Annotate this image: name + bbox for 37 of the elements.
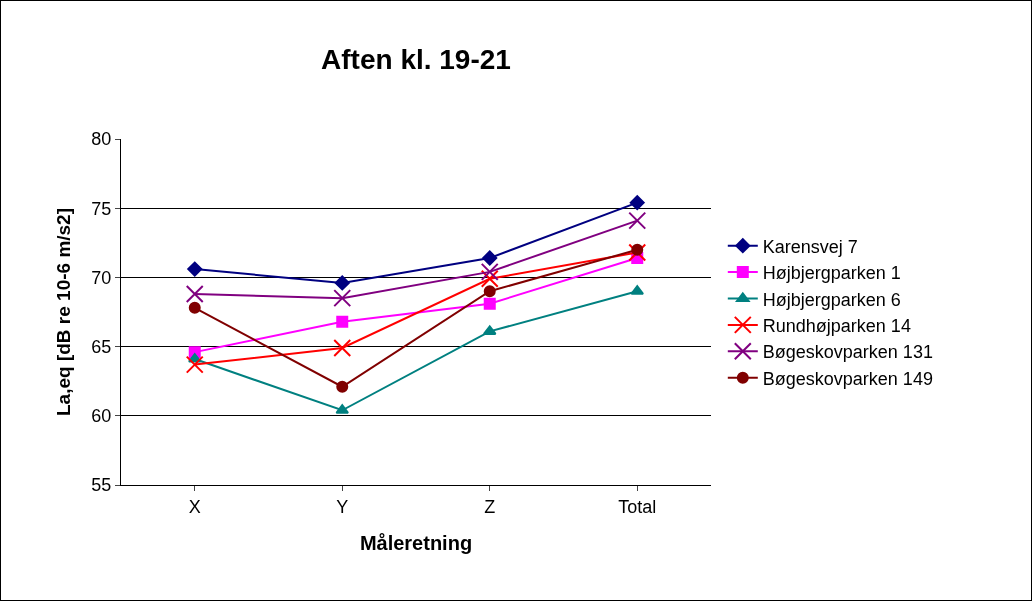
point <box>482 250 498 266</box>
x-tick-label: Total <box>618 496 657 517</box>
legend-label: Karensvej 7 <box>762 236 858 257</box>
point <box>334 275 350 291</box>
legend-label: Rundhøjparken 14 <box>762 315 911 336</box>
point <box>333 338 352 357</box>
point <box>336 315 349 328</box>
legend-label: Højbjergparken 6 <box>762 289 901 310</box>
point <box>483 285 496 298</box>
point <box>629 195 645 211</box>
y-tick-label: 60 <box>91 406 112 427</box>
point <box>333 289 352 308</box>
point <box>628 211 647 230</box>
x-tick-label: Z <box>484 496 496 517</box>
x-axis-title: Måleretning <box>359 532 473 555</box>
point <box>185 355 204 374</box>
point <box>336 380 349 393</box>
y-tick-label: 80 <box>91 129 112 150</box>
point <box>628 243 647 262</box>
point <box>188 301 201 314</box>
point <box>483 297 496 310</box>
y-axis-title: La,eq [dB re 10-6 m/s2] <box>53 207 75 417</box>
point <box>185 285 204 304</box>
point <box>187 261 203 277</box>
legend-label: Højbjergparken 1 <box>762 263 901 284</box>
chart-title: Aften kl. 19-21 <box>321 43 511 75</box>
legend-label: Bøgeskovparken 149 <box>762 368 933 389</box>
y-tick-label: 55 <box>91 475 112 496</box>
point <box>631 243 644 256</box>
y-tick-label: 70 <box>91 267 112 288</box>
x-tick-label: Y <box>336 496 349 517</box>
point <box>480 269 499 288</box>
y-tick-label: 65 <box>91 336 112 357</box>
y-tick-label: 75 <box>91 198 112 219</box>
point <box>480 262 499 281</box>
legend-label: Bøgeskovparken 131 <box>762 342 933 363</box>
x-tick-label: X <box>188 496 201 517</box>
